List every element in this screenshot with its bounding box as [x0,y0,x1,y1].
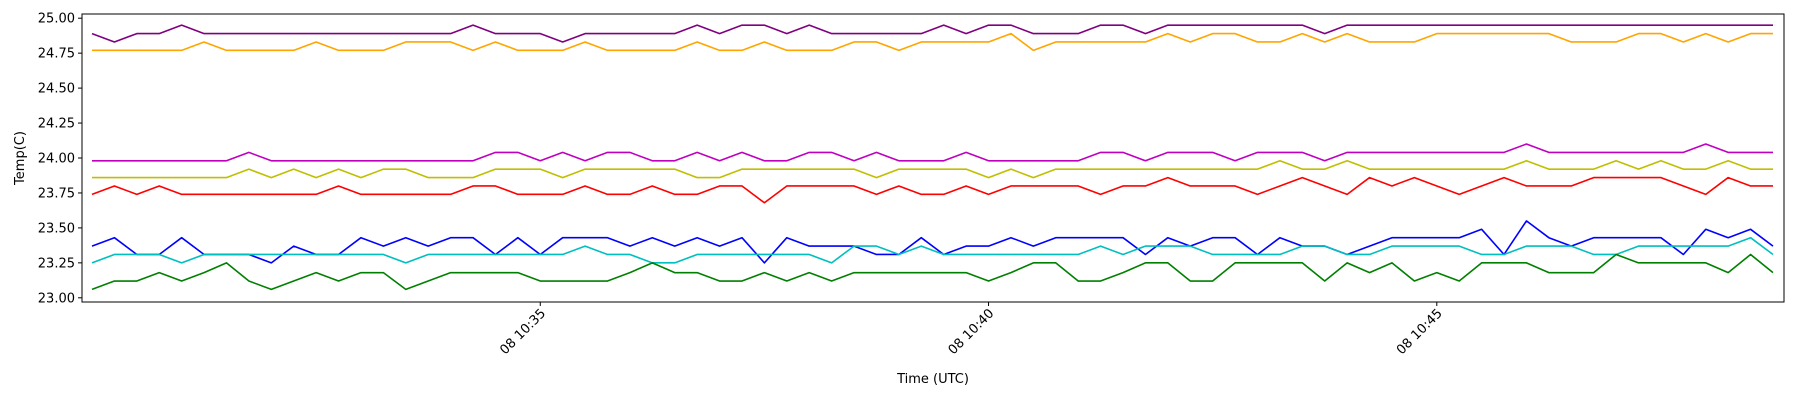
series-line-5 [91,220,1774,264]
y-tick-label: 24.50 [38,82,75,97]
y-tick-label: 25.00 [38,12,75,27]
x-tick-label: 08 10:35 [497,306,549,358]
series-line-0 [91,24,1773,43]
series-line-2 [92,143,1773,162]
series-line-4 [91,176,1773,204]
y-tick-label: 23.25 [38,256,75,271]
series-line-6 [91,236,1774,264]
x-tick-label: 08 10:45 [1394,306,1446,358]
y-tick-label: 23.50 [38,221,75,236]
x-tick-label: 08 10:40 [946,306,998,358]
y-axis-label: Temp(C) [13,131,28,186]
y-tick-label: 23.75 [38,186,75,201]
y-tick-label: 24.75 [38,47,75,62]
y-axis-ticks: 23.00 23.25 23.50 23.75 24.00 24.25 24.50 24.75… [38,12,82,306]
y-tick-label: 23.00 [38,291,75,306]
x-axis-ticks: 08 10:35 08 10:40 08 10:45 [497,302,1446,358]
y-tick-label: 24.25 [38,117,75,132]
plot-frame [81,13,1785,303]
series-line-1 [92,32,1773,52]
series-line-7 [91,253,1774,291]
series-line-3 [92,160,1773,179]
y-tick-label: 24.00 [38,152,75,167]
series-layer [91,24,1774,291]
x-axis-label: Time (UTC) [896,372,969,387]
